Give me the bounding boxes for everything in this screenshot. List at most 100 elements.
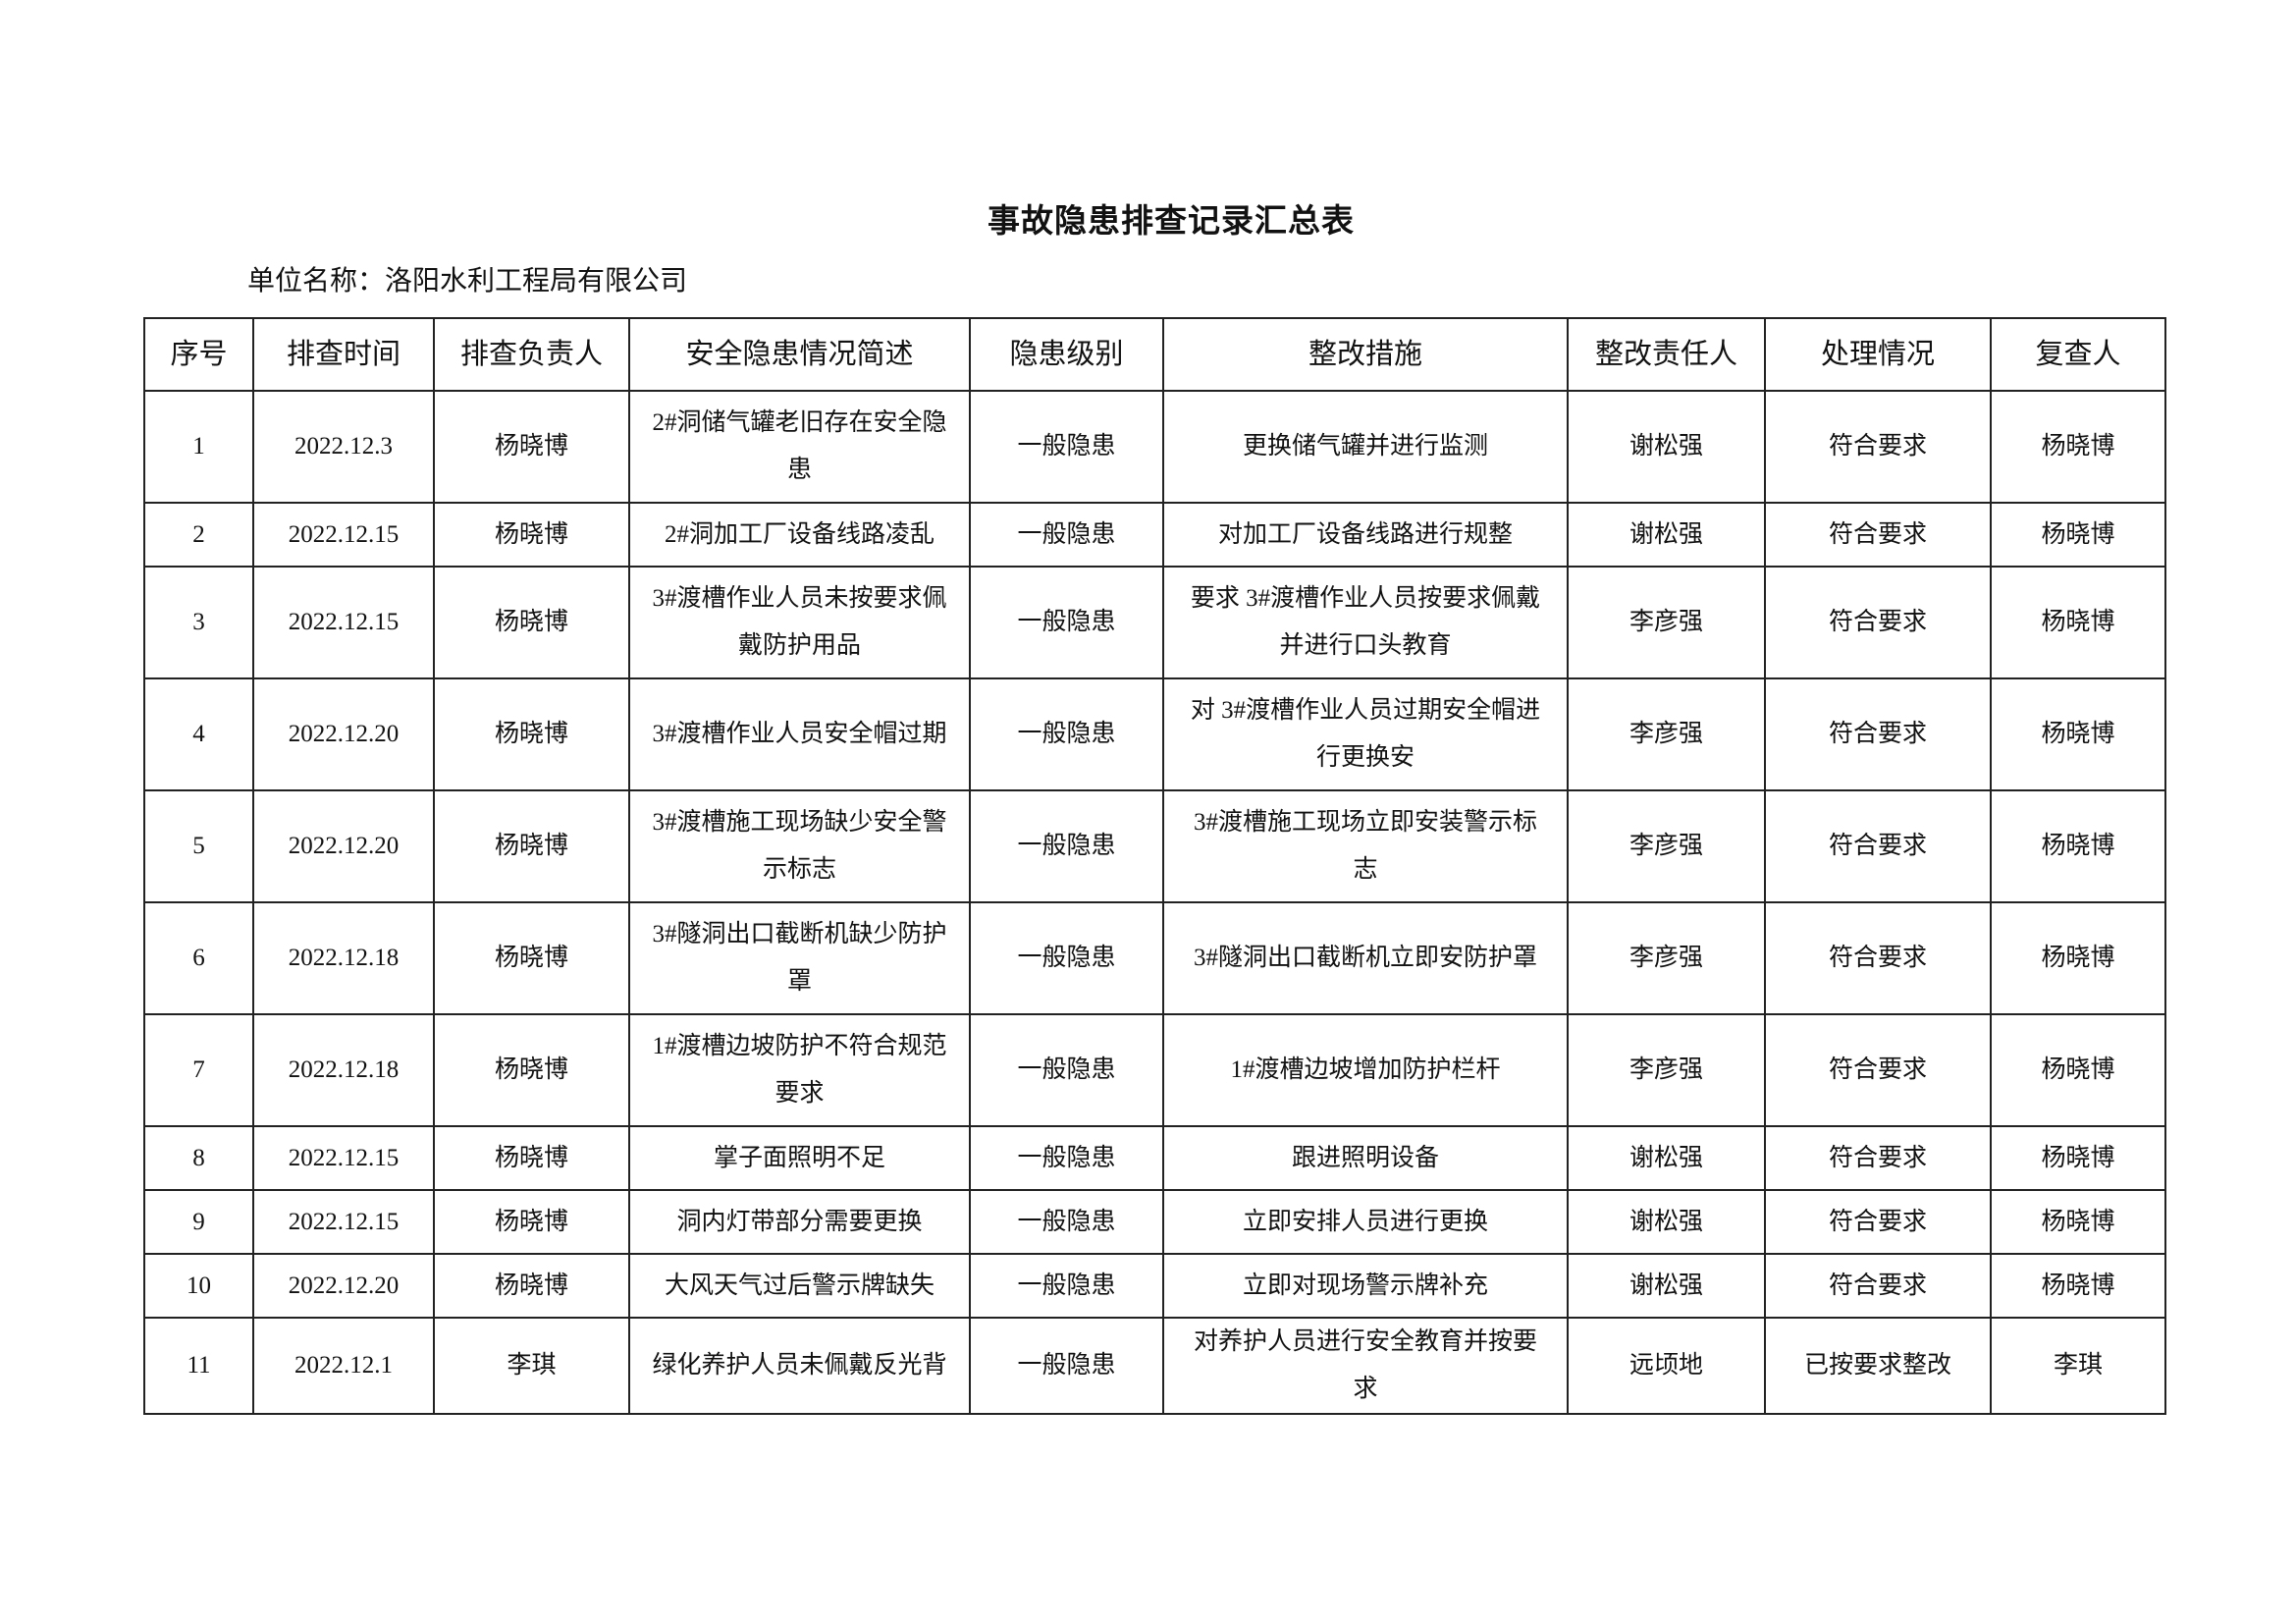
cell-hazard-description: 1#渡槽边坡防护不符合规范要求 — [628, 1013, 971, 1127]
cell-rectification-owner: 李彦强 — [1567, 901, 1766, 1015]
cell-hazard-level: 一般隐患 — [969, 1013, 1164, 1127]
cell-inspector: 杨晓博 — [433, 1125, 630, 1191]
cell-rectification-owner: 李彦强 — [1567, 1013, 1766, 1127]
hazard-summary-table: 序号 排查时间 排查负责人 安全隐患情况简述 隐患级别 整改措施 整改责任人 处理情况 复查人 … — [143, 317, 2166, 1415]
table-row: 6 2022.12.18 杨晓博 3#隧洞出口截断机缺少防护罩 一般隐患 3#隧洞出口截断… — [143, 901, 2166, 1015]
header-rectification-owner: 整改责任人 — [1567, 317, 1766, 392]
cell-rectification-owner: 谢松强 — [1567, 502, 1766, 568]
cell-inspector: 杨晓博 — [433, 677, 630, 791]
cell-hazard-level: 一般隐患 — [969, 677, 1164, 791]
cell-handling-status: 符合要求 — [1764, 390, 1992, 504]
cell-inspector: 杨晓博 — [433, 1013, 630, 1127]
table-row: 8 2022.12.15 杨晓博 掌子面照明不足 一般隐患 跟进照明设备 谢松强 符合要求 杨晓… — [143, 1125, 2166, 1191]
document-title: 事故隐患排查记录汇总表 — [988, 204, 1355, 240]
table-row: 5 2022.12.20 杨晓博 3#渡槽施工现场缺少安全警示标志 一般隐患 3#渡槽施工… — [143, 789, 2166, 903]
cell-rectification-measure: 要求 3#渡槽作业人员按要求佩戴并进行口头教育 — [1162, 566, 1569, 679]
cell-index: 6 — [143, 901, 254, 1015]
cell-handling-status: 符合要求 — [1764, 1125, 1992, 1191]
cell-inspection-date: 2022.12.18 — [252, 901, 435, 1015]
cell-hazard-level: 一般隐患 — [969, 1189, 1164, 1255]
cell-rectification-measure: 3#隧洞出口截断机立即安防护罩 — [1162, 901, 1569, 1015]
cell-handling-status: 符合要求 — [1764, 901, 1992, 1015]
cell-hazard-description: 2#洞储气罐老旧存在安全隐患 — [628, 390, 971, 504]
cell-inspector: 李琪 — [433, 1317, 630, 1415]
table-row: 11 2022.12.1 李琪 绿化养护人员未佩戴反光背 一般隐患 对养护人员进行安全教育… — [143, 1317, 2166, 1415]
cell-reviewer: 杨晓博 — [1990, 789, 2166, 903]
cell-reviewer: 李琪 — [1990, 1317, 2166, 1415]
cell-inspection-date: 2022.12.20 — [252, 1253, 435, 1319]
cell-rectification-owner: 李彦强 — [1567, 677, 1766, 791]
cell-rectification-owner: 远顷地 — [1567, 1317, 1766, 1415]
cell-hazard-level: 一般隐患 — [969, 1317, 1164, 1415]
cell-inspection-date: 2022.12.15 — [252, 566, 435, 679]
cell-inspection-date: 2022.12.15 — [252, 1125, 435, 1191]
cell-index: 4 — [143, 677, 254, 791]
header-index: 序号 — [143, 317, 254, 392]
cell-index: 5 — [143, 789, 254, 903]
cell-inspection-date: 2022.12.18 — [252, 1013, 435, 1127]
cell-handling-status: 已按要求整改 — [1764, 1317, 1992, 1415]
header-rectification-measure: 整改措施 — [1162, 317, 1569, 392]
cell-index: 3 — [143, 566, 254, 679]
table-row: 10 2022.12.20 杨晓博 大风天气过后警示牌缺失 一般隐患 立即对现场警示牌补充… — [143, 1253, 2166, 1319]
cell-hazard-level: 一般隐患 — [969, 390, 1164, 504]
cell-inspection-date: 2022.12.3 — [252, 390, 435, 504]
cell-rectification-owner: 谢松强 — [1567, 1253, 1766, 1319]
cell-rectification-owner: 谢松强 — [1567, 1125, 1766, 1191]
cell-hazard-level: 一般隐患 — [969, 502, 1164, 568]
cell-handling-status: 符合要求 — [1764, 1189, 1992, 1255]
cell-rectification-measure: 对加工厂设备线路进行规整 — [1162, 502, 1569, 568]
table-row: 1 2022.12.3 杨晓博 2#洞储气罐老旧存在安全隐患 一般隐患 更换储气罐并进行监… — [143, 390, 2166, 504]
header-reviewer: 复查人 — [1990, 317, 2166, 392]
cell-hazard-description: 3#渡槽作业人员未按要求佩戴防护用品 — [628, 566, 971, 679]
cell-rectification-owner: 李彦强 — [1567, 789, 1766, 903]
header-inspection-date: 排查时间 — [252, 317, 435, 392]
cell-reviewer: 杨晓博 — [1990, 390, 2166, 504]
cell-rectification-measure: 更换储气罐并进行监测 — [1162, 390, 1569, 504]
cell-handling-status: 符合要求 — [1764, 789, 1992, 903]
cell-inspector: 杨晓博 — [433, 789, 630, 903]
cell-hazard-description: 掌子面照明不足 — [628, 1125, 971, 1191]
cell-inspection-date: 2022.12.20 — [252, 789, 435, 903]
cell-reviewer: 杨晓博 — [1990, 1189, 2166, 1255]
cell-index: 1 — [143, 390, 254, 504]
cell-hazard-description: 2#洞加工厂设备线路凌乱 — [628, 502, 971, 568]
cell-inspector: 杨晓博 — [433, 901, 630, 1015]
header-hazard-description: 安全隐患情况简述 — [628, 317, 971, 392]
cell-handling-status: 符合要求 — [1764, 1013, 1992, 1127]
cell-hazard-description: 3#渡槽作业人员安全帽过期 — [628, 677, 971, 791]
cell-reviewer: 杨晓博 — [1990, 1013, 2166, 1127]
cell-hazard-description: 绿化养护人员未佩戴反光背 — [628, 1317, 971, 1415]
header-inspector: 排查负责人 — [433, 317, 630, 392]
cell-hazard-level: 一般隐患 — [969, 789, 1164, 903]
cell-inspector: 杨晓博 — [433, 1253, 630, 1319]
cell-rectification-measure: 对养护人员进行安全教育并按要求 — [1162, 1317, 1569, 1415]
cell-inspection-date: 2022.12.15 — [252, 502, 435, 568]
cell-rectification-measure: 立即安排人员进行更换 — [1162, 1189, 1569, 1255]
cell-index: 11 — [143, 1317, 254, 1415]
cell-inspection-date: 2022.12.15 — [252, 1189, 435, 1255]
cell-hazard-level: 一般隐患 — [969, 901, 1164, 1015]
table-row: 9 2022.12.15 杨晓博 洞内灯带部分需要更换 一般隐患 立即安排人员进行更换 谢松… — [143, 1189, 2166, 1255]
cell-reviewer: 杨晓博 — [1990, 1253, 2166, 1319]
cell-reviewer: 杨晓博 — [1990, 677, 2166, 791]
cell-rectification-measure: 立即对现场警示牌补充 — [1162, 1253, 1569, 1319]
cell-handling-status: 符合要求 — [1764, 1253, 1992, 1319]
cell-index: 8 — [143, 1125, 254, 1191]
cell-hazard-description: 3#隧洞出口截断机缺少防护罩 — [628, 901, 971, 1015]
cell-hazard-description: 3#渡槽施工现场缺少安全警示标志 — [628, 789, 971, 903]
cell-reviewer: 杨晓博 — [1990, 566, 2166, 679]
cell-rectification-measure: 对 3#渡槽作业人员过期安全帽进行更换安 — [1162, 677, 1569, 791]
cell-reviewer: 杨晓博 — [1990, 901, 2166, 1015]
cell-handling-status: 符合要求 — [1764, 566, 1992, 679]
cell-hazard-level: 一般隐患 — [969, 1125, 1164, 1191]
table-row: 4 2022.12.20 杨晓博 3#渡槽作业人员安全帽过期 一般隐患对 3#渡槽作业人… — [143, 677, 2166, 791]
unit-name: 单位名称：洛阳水利工程局有限公司 — [247, 266, 688, 297]
cell-rectification-owner: 谢松强 — [1567, 1189, 1766, 1255]
table-row: 7 2022.12.18 杨晓博 1#渡槽边坡防护不符合规范要求 一般隐患 1#渡槽边坡增… — [143, 1013, 2166, 1127]
cell-inspector: 杨晓博 — [433, 1189, 630, 1255]
cell-rectification-owner: 谢松强 — [1567, 390, 1766, 504]
cell-hazard-description: 大风天气过后警示牌缺失 — [628, 1253, 971, 1319]
header-hazard-level: 隐患级别 — [969, 317, 1164, 392]
cell-index: 7 — [143, 1013, 254, 1127]
